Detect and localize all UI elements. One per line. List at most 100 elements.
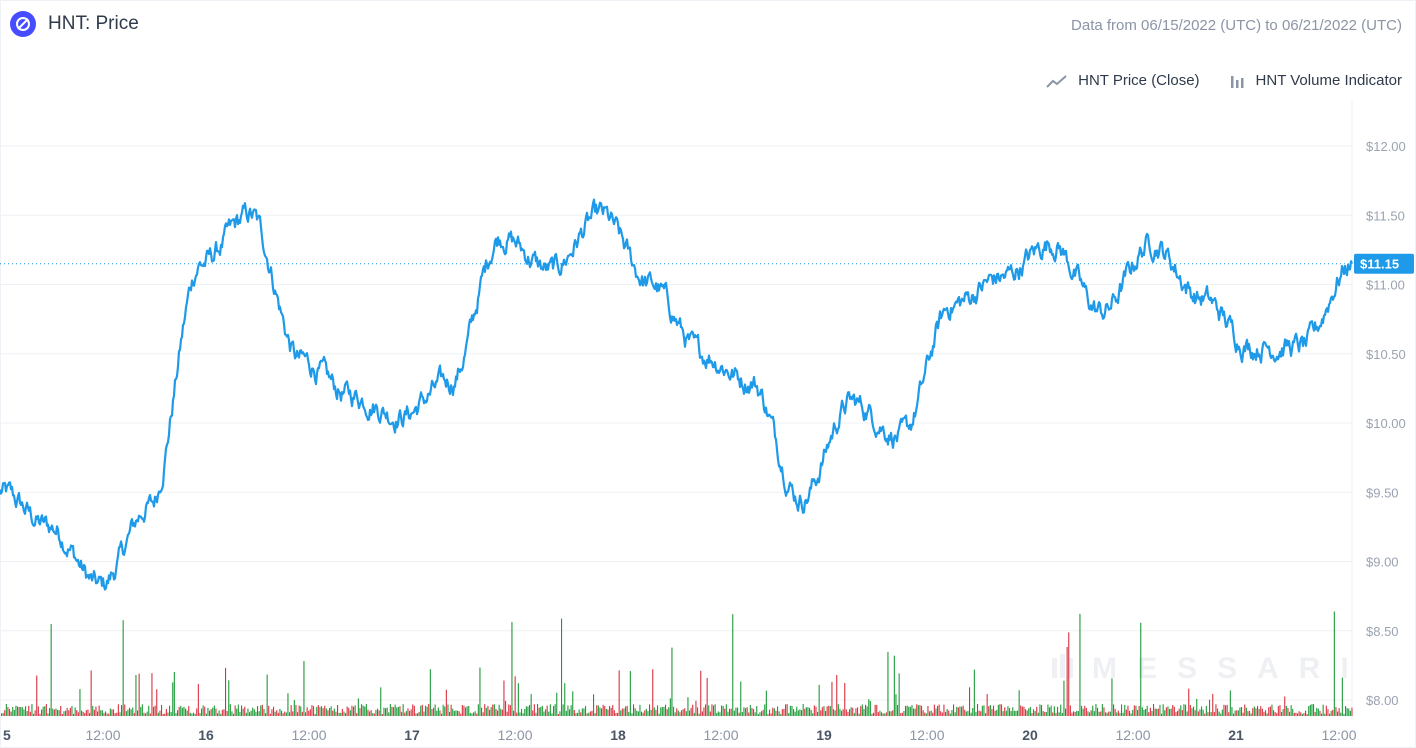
- svg-text:MESSARI: MESSARI: [1092, 652, 1369, 685]
- volume-bar: [745, 708, 747, 716]
- volume-bar: [778, 711, 780, 716]
- volume-bar: [119, 712, 121, 716]
- volume-bar: [1145, 709, 1147, 716]
- volume-bar: [978, 710, 980, 716]
- volume-bar: [637, 711, 639, 716]
- volume-bar: [255, 711, 257, 716]
- volume-bar: [377, 708, 379, 716]
- volume-bar: [980, 711, 982, 716]
- volume-bar: [625, 706, 627, 716]
- volume-bar: [674, 712, 676, 716]
- x-tick-label: 5: [3, 727, 11, 743]
- volume-bar: [37, 706, 39, 716]
- volume-bar: [1157, 708, 1159, 716]
- volume-bar: [101, 710, 103, 716]
- volume-bar: [1193, 706, 1195, 716]
- volume-bar: [461, 705, 463, 716]
- volume-bar: [823, 706, 825, 716]
- volume-bar: [591, 710, 593, 716]
- volume-bar: [1137, 710, 1139, 716]
- volume-bar: [785, 704, 787, 716]
- price-line[interactable]: [0, 198, 1354, 591]
- volume-bar: [1226, 704, 1228, 716]
- volume-bar: [1162, 704, 1164, 716]
- volume-bar: [105, 711, 107, 716]
- volume-bar: [1333, 611, 1335, 716]
- volume-bar: [546, 705, 548, 716]
- messari-watermark: MESSARI: [1052, 652, 1369, 685]
- volume-bar: [1300, 712, 1302, 716]
- volume-bar: [186, 710, 188, 716]
- volume-bar: [1175, 712, 1177, 716]
- volume-bar: [1281, 712, 1283, 716]
- volume-bar: [426, 706, 428, 716]
- volume-bar: [249, 712, 251, 716]
- volume-bar: [871, 713, 873, 716]
- volume-bar: [857, 707, 859, 716]
- volume-bar: [210, 709, 212, 716]
- volume-bar: [509, 705, 511, 716]
- volume-bar: [1340, 712, 1342, 716]
- volume-bar: [545, 709, 547, 716]
- volume-bar: [205, 713, 207, 716]
- volume-bar: [941, 712, 943, 716]
- volume-bar: [114, 713, 116, 716]
- volume-bar: [116, 712, 118, 716]
- volume-bar: [801, 710, 803, 716]
- volume-bar: [20, 707, 22, 716]
- volume-bar: [1039, 704, 1041, 716]
- volume-bar: [1199, 709, 1201, 716]
- volume-bar: [1321, 713, 1323, 716]
- volume-bar: [71, 706, 73, 716]
- volume-bar: [1284, 696, 1286, 716]
- volume-bar: [263, 709, 265, 716]
- volume-bar: [1057, 706, 1059, 716]
- volume-bar: [559, 711, 561, 716]
- volume-bar: [1303, 713, 1305, 716]
- volume-bar: [77, 712, 79, 716]
- volume-bar: [151, 673, 153, 716]
- volume-bar: [868, 699, 870, 716]
- volume-bar: [853, 713, 855, 716]
- legend-price[interactable]: HNT Price (Close): [1046, 72, 1200, 89]
- volume-bar: [319, 707, 321, 716]
- volume-bar: [1295, 712, 1297, 716]
- volume-bar: [348, 707, 350, 716]
- volume-bar: [1247, 711, 1249, 716]
- volume-bar: [549, 704, 551, 716]
- volume-bar: [1020, 705, 1022, 716]
- volume-bar: [850, 707, 852, 716]
- volume-bar: [690, 707, 692, 716]
- volume-bar: [309, 709, 311, 716]
- x-tick-label: 16: [198, 727, 214, 743]
- volume-bar: [137, 710, 139, 716]
- volume-bar: [1023, 706, 1025, 716]
- volume-bar: [508, 704, 510, 716]
- volume-bar: [1346, 708, 1348, 716]
- volume-bar: [188, 706, 190, 716]
- volume-bar: [1, 713, 3, 716]
- volume-bar: [1228, 712, 1230, 716]
- volume-bar: [303, 661, 305, 716]
- volume-bar: [530, 694, 532, 716]
- legend-volume[interactable]: HNT Volume Indicator: [1230, 72, 1402, 89]
- volume-bar: [581, 708, 583, 716]
- volume-bar: [100, 710, 102, 716]
- volume-bar: [354, 705, 356, 716]
- volume-bar: [497, 710, 499, 716]
- volume-bar: [927, 706, 929, 716]
- volume-bar: [1005, 710, 1007, 716]
- volume-bar: [242, 708, 244, 716]
- volume-bar: [386, 707, 388, 716]
- volume-bar: [565, 710, 567, 716]
- volume-bar: [1058, 712, 1060, 716]
- volume-bar: [404, 712, 406, 716]
- volume-bar: [812, 713, 814, 716]
- volume-bar: [292, 711, 294, 716]
- volume-bar: [1013, 710, 1015, 716]
- volume-bar: [34, 710, 36, 716]
- volume-bar: [999, 704, 1001, 716]
- volume-bar: [1188, 688, 1190, 716]
- volume-bar: [503, 680, 505, 716]
